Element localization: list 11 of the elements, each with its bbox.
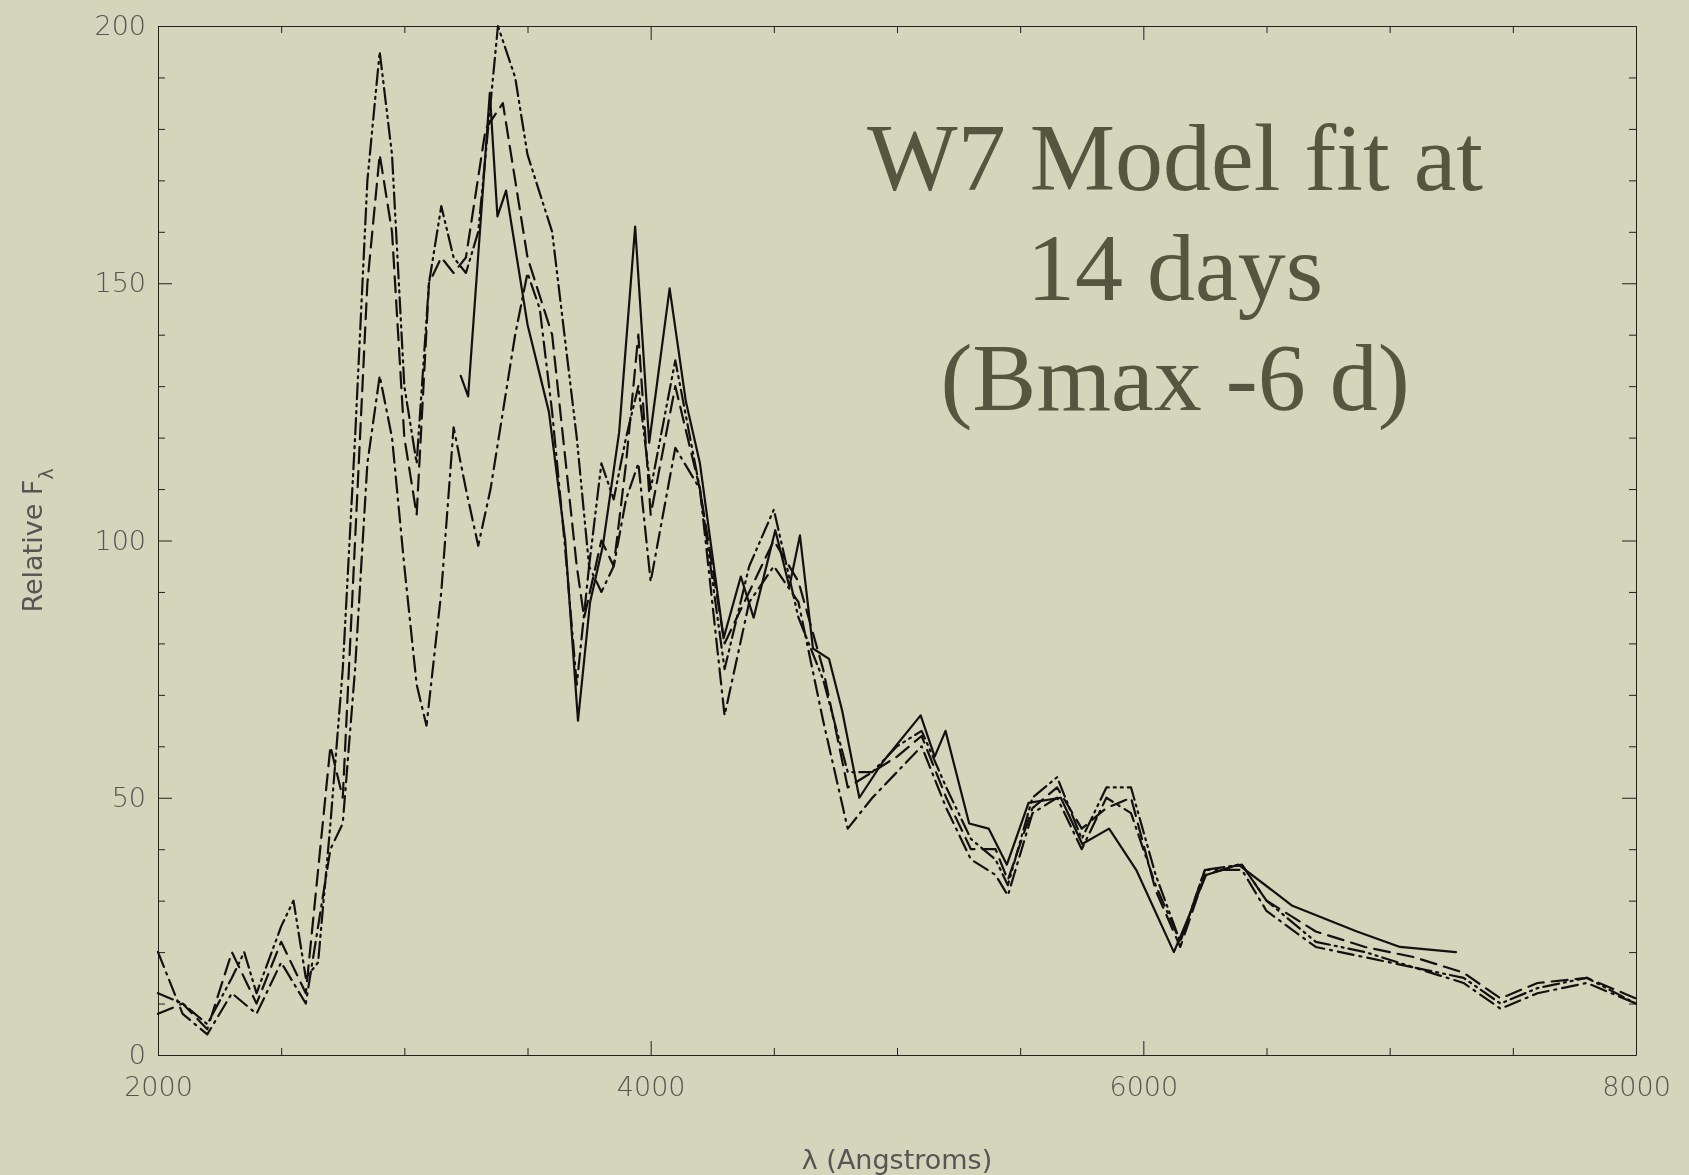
x-tick-label: 2000 xyxy=(124,1071,193,1103)
y-tick-label: 0 xyxy=(128,1039,146,1071)
x-tick-label: 6000 xyxy=(1109,1071,1179,1103)
x-axis-title: λ (Angstroms) xyxy=(801,1144,993,1175)
x-tick-label: 4000 xyxy=(616,1071,686,1103)
y-tick-label: 200 xyxy=(94,10,146,42)
y-tick-label: 150 xyxy=(94,267,146,299)
text: W7 Model fit at 14 days (Bmax -6 d) xyxy=(867,104,1484,431)
y-tick-label: 50 xyxy=(111,781,146,813)
y-tick-label: 100 xyxy=(94,524,146,556)
x-tick-label: 8000 xyxy=(1602,1071,1671,1103)
